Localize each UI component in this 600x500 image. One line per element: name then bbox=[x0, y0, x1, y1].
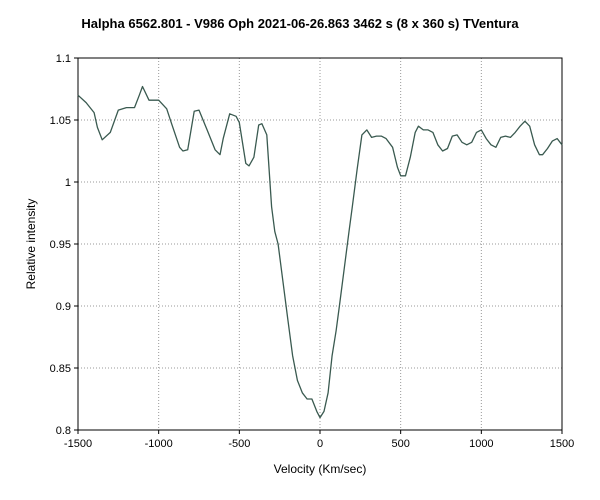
y-tick-label: 0.95 bbox=[50, 239, 71, 251]
chart-title: Halpha 6562.801 - V986 Oph 2021-06-26.86… bbox=[81, 16, 519, 31]
x-axis-label: Velocity (Km/sec) bbox=[274, 462, 367, 476]
grid-lines bbox=[78, 58, 562, 430]
x-tick-label: 1500 bbox=[550, 438, 574, 450]
y-tick-label: 0.85 bbox=[50, 363, 71, 375]
x-tick-label: 500 bbox=[391, 438, 409, 450]
x-tick-label: 1000 bbox=[469, 438, 493, 450]
y-axis-label: Relative intensity bbox=[24, 199, 38, 290]
y-tick-label: 1.1 bbox=[56, 53, 71, 65]
x-tick-label: -1000 bbox=[145, 438, 173, 450]
y-tick-label: 1 bbox=[65, 177, 71, 189]
x-axis-ticks: -1500 -1000 -500 0 500 1000 1500 bbox=[64, 430, 574, 450]
x-tick-label: -500 bbox=[228, 438, 250, 450]
y-tick-label: 0.9 bbox=[56, 301, 71, 313]
y-axis-ticks: 0.8 0.85 0.9 0.95 1 1.05 1.1 bbox=[50, 53, 78, 437]
x-tick-label: 0 bbox=[317, 438, 323, 450]
intensity-series-line bbox=[77, 85, 563, 419]
y-tick-label: 1.05 bbox=[50, 115, 71, 127]
y-tick-label: 0.8 bbox=[56, 425, 71, 437]
x-tick-label: -1500 bbox=[64, 438, 92, 450]
